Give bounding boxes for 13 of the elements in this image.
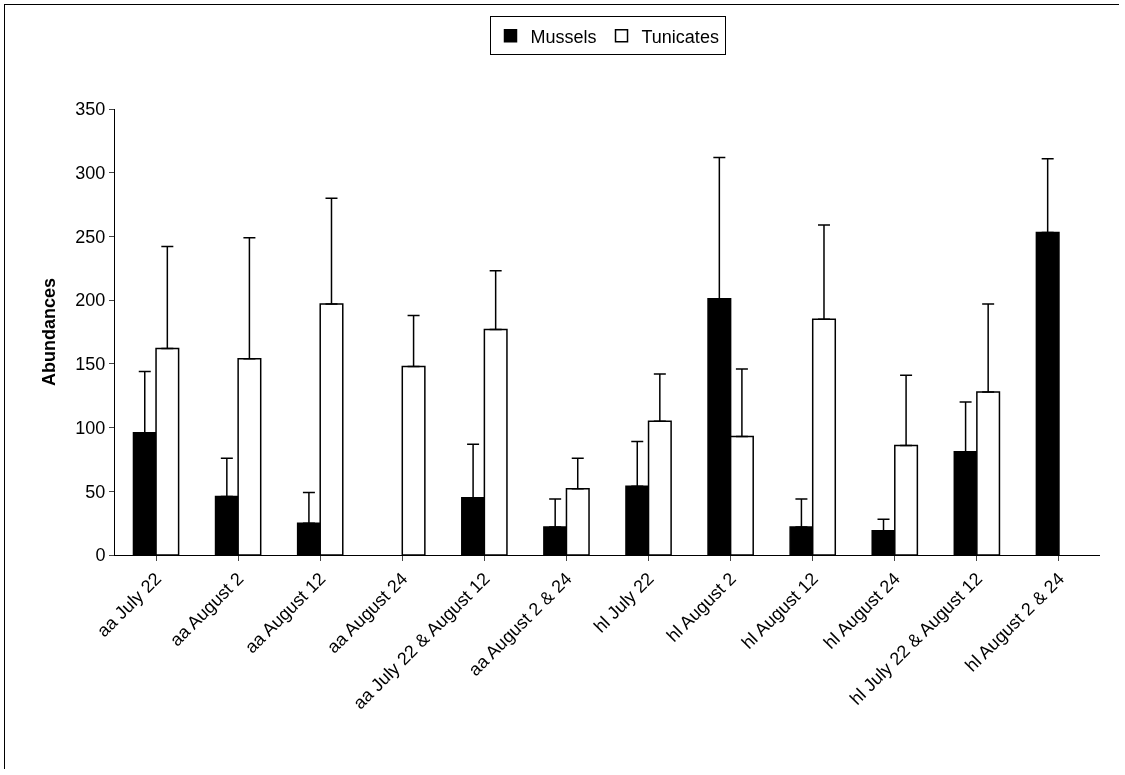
legend-label: Tunicates [641, 26, 719, 47]
y-axis-title: Abundances [38, 277, 59, 387]
y-tick-label: 0 [95, 545, 106, 566]
y-tick-label: 150 [75, 354, 106, 375]
y-tick-label: 300 [75, 163, 106, 184]
x-tick-label: hl July 22 [589, 568, 658, 637]
y-tick-label: 250 [75, 226, 106, 247]
y-tick-label: 350 [75, 99, 106, 120]
legend-label: Mussels [530, 26, 597, 47]
x-tick-label: aa July 22 [93, 568, 166, 641]
y-tick-label: 50 [85, 481, 106, 502]
y-tick-label: 100 [75, 417, 106, 438]
y-tick-label: 200 [75, 290, 106, 311]
